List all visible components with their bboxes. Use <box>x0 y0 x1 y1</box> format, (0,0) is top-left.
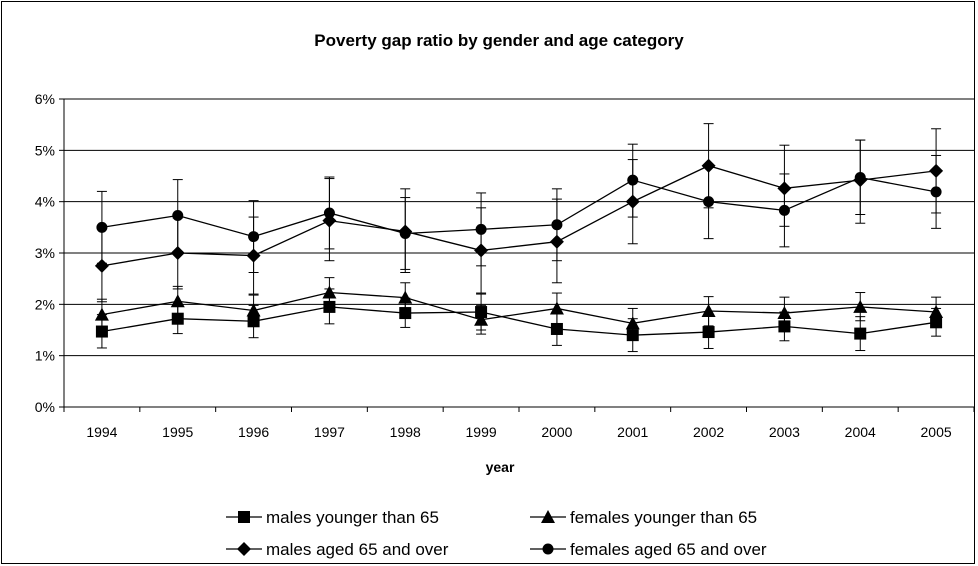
x-tick-label: 2001 <box>617 424 648 440</box>
legend-item: males aged 65 and over <box>226 540 449 559</box>
y-tick-label: 2% <box>35 296 55 312</box>
x-axis-title: year <box>486 459 515 475</box>
x-tick-label: 2004 <box>845 424 876 440</box>
data-point-circle <box>854 172 866 184</box>
axes: 0% 1% 2% 3% 4% 5% 6% 1994 1995 1996 1997 1998 1999 20… <box>35 91 975 440</box>
y-tick-label: 4% <box>35 194 55 210</box>
series-line <box>101 165 937 267</box>
data-point-diamond <box>170 246 185 260</box>
data-point-triangle <box>94 307 109 321</box>
series-triangle <box>94 277 944 339</box>
series-line <box>101 176 937 238</box>
data-point-circle <box>248 231 260 243</box>
x-tick-label: 2000 <box>541 424 572 440</box>
data-point-circle <box>930 186 942 198</box>
gridlines <box>64 98 974 357</box>
y-tick-label: 1% <box>35 348 55 364</box>
data-point-circle <box>323 207 335 219</box>
y-tick-label: 5% <box>35 142 55 158</box>
y-tick-label: 0% <box>35 399 55 415</box>
data-point-circle <box>703 196 715 208</box>
series-group <box>94 123 944 353</box>
legend-label: females aged 65 and over <box>570 540 767 559</box>
y-tick-label: 3% <box>35 245 55 261</box>
data-point-circle <box>399 227 411 239</box>
data-point-circle <box>475 223 487 235</box>
x-tick-label: 1997 <box>314 424 345 440</box>
legend-item: females aged 65 and over <box>530 540 767 559</box>
x-tick-label: 2005 <box>921 424 952 440</box>
x-tick-label: 1996 <box>238 424 269 440</box>
data-point-circle <box>778 204 790 216</box>
x-tick-label: 1999 <box>466 424 497 440</box>
data-point-circle <box>551 219 563 231</box>
data-point-triangle <box>853 299 868 313</box>
legend: males younger than 65 females younger tha… <box>226 508 767 559</box>
legend-item: females younger than 65 <box>530 508 757 527</box>
data-point-triangle <box>398 290 413 304</box>
legend-marker-triangle <box>541 510 555 523</box>
data-point-circle <box>96 221 108 233</box>
data-point-triangle <box>549 301 564 315</box>
legend-marker-square <box>238 511 250 523</box>
x-tick-label: 1994 <box>86 424 117 440</box>
data-point-triangle <box>929 305 944 319</box>
legend-marker-circle <box>542 543 554 555</box>
x-tick-label: 2003 <box>769 424 800 440</box>
data-point-circle <box>172 210 184 222</box>
series-circle <box>96 139 942 274</box>
legend-item: males younger than 65 <box>226 508 439 527</box>
series-line <box>101 306 937 336</box>
data-point-triangle <box>170 294 185 308</box>
x-tick-label: 1998 <box>390 424 421 440</box>
data-point-square <box>399 307 412 320</box>
data-point-diamond <box>94 258 109 273</box>
y-tick-label: 6% <box>35 91 55 107</box>
legend-label: females younger than 65 <box>570 508 757 527</box>
data-point-square <box>702 326 715 339</box>
data-point-square <box>550 322 563 335</box>
data-point-triangle <box>474 312 489 326</box>
legend-label: males aged 65 and over <box>266 540 449 559</box>
series-square <box>95 288 943 353</box>
data-point-square <box>854 327 867 340</box>
legend-label: males younger than 65 <box>266 508 439 527</box>
x-tick-label: 1995 <box>162 424 193 440</box>
data-point-triangle <box>625 316 640 330</box>
data-point-triangle <box>701 304 716 318</box>
chart-title: Poverty gap ratio by gender and age cate… <box>314 31 684 50</box>
x-tick-label: 2002 <box>693 424 724 440</box>
data-point-circle <box>627 174 639 186</box>
data-point-triangle <box>246 303 261 317</box>
legend-marker-diamond <box>237 542 251 556</box>
series-line <box>101 291 937 324</box>
data-point-triangle <box>322 285 337 299</box>
data-point-triangle <box>777 306 792 320</box>
